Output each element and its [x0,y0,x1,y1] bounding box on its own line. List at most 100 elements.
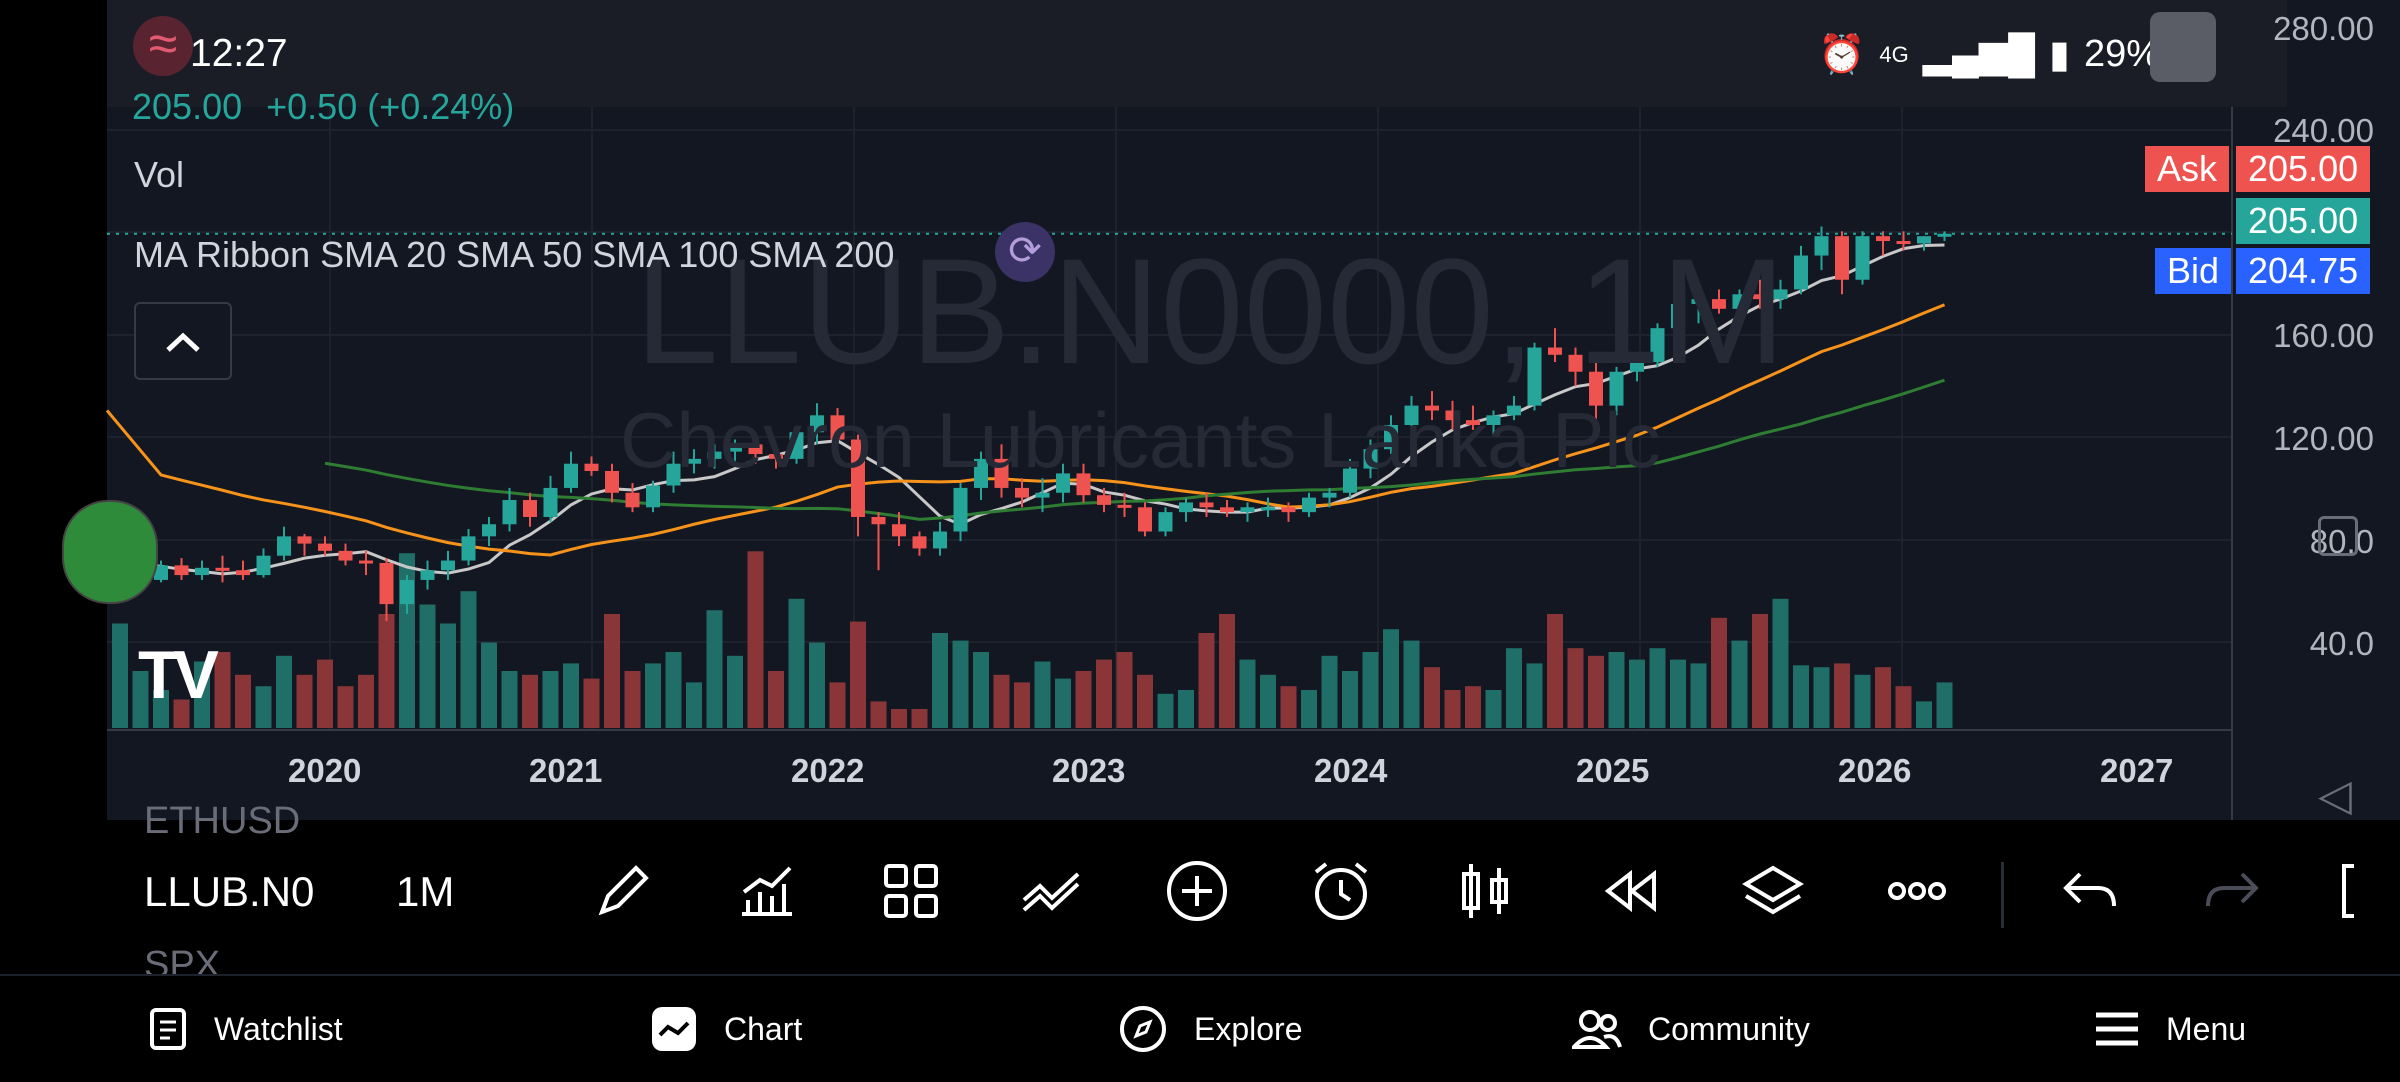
nav-menu[interactable]: Menu [2094,976,2246,1082]
status-bar [107,0,2287,107]
candle-body [1404,405,1419,425]
redo-icon[interactable] [2198,856,2268,926]
volume-bar [1383,629,1399,728]
back-triangle-icon[interactable]: ◁ [2318,771,2352,820]
candle-body [769,454,783,459]
candle-body [933,531,947,549]
volume-bar [1670,659,1686,728]
candle-body [1138,507,1152,532]
volume-bar [1506,648,1522,728]
volume-bar [1895,686,1912,728]
volume-bar [1547,614,1563,728]
volume-bar [1567,648,1584,728]
candle-body [830,415,845,440]
refresh-icon[interactable]: ⟳ [995,222,1055,282]
candle-body [666,463,681,486]
volume-bar [481,642,497,728]
candle-body [1548,347,1562,355]
collapse-button[interactable] [134,302,232,380]
candle-body [1322,492,1337,498]
candle-body [1486,415,1501,425]
nav-community[interactable]: Community [1572,976,1810,1082]
nav-menu-label: Menu [2166,1010,2247,1047]
last-price-tag: 205.00 [2236,198,2371,244]
candle-body [871,516,886,525]
price-chart[interactable] [0,0,2400,820]
price-label: 40.0 [2309,625,2374,662]
compass-icon [1120,1006,1166,1052]
candle-body [851,439,865,517]
volume-bar [132,671,149,728]
volume-bar [1219,614,1235,728]
volume-bar [1854,674,1871,728]
alarm-clock-icon[interactable] [1306,856,1376,926]
bid-label: Bid [2155,248,2232,294]
ma-ribbon-label[interactable]: MA Ribbon SMA 20 SMA 50 SMA 100 SMA 200 [134,234,895,275]
volume-bar [1485,690,1502,728]
volume-bar [891,709,907,728]
candle-body [1876,236,1890,242]
community-icon [1572,1010,1622,1049]
symbol-selector[interactable]: LLUB.N0 [144,868,315,915]
volume-bar [850,621,866,728]
volume-bar [276,655,292,728]
volume-bar [993,674,1010,728]
nav-chart-label: Chart [724,1010,803,1047]
replay-rewind-icon[interactable] [1594,856,1664,926]
screen-record-icon[interactable] [2150,12,2216,82]
candle-body [1076,473,1091,496]
candle-body [1691,299,1706,304]
watchlist-icon [150,1008,186,1050]
volume-bar [1772,598,1789,728]
candle-body [1794,255,1808,290]
square-icon[interactable] [2318,516,2358,556]
nav-watchlist[interactable]: Watchlist [148,976,343,1082]
candle-body [605,470,619,493]
volume-bar [460,591,477,728]
price-label: 240.00 [2273,112,2374,149]
candle-body [338,550,353,561]
volume-indicator-label[interactable]: Vol [134,154,185,195]
layers-icon[interactable] [1738,856,1808,926]
candle-body [461,536,476,561]
layout-grid-icon[interactable] [876,856,946,926]
undo-icon[interactable] [2054,856,2124,926]
compare-icon[interactable] [1018,856,1088,926]
volume-bar [153,690,169,728]
nav-explore[interactable]: Explore [1118,976,1303,1082]
candle-body [1363,449,1378,469]
volume-bar [1834,663,1850,728]
pencil-icon[interactable] [588,856,658,926]
candle-body [256,555,271,576]
bid-value: 204.75 [2236,248,2371,294]
candle-body [1630,362,1644,372]
candle-body [1015,487,1029,498]
candles-icon[interactable] [1450,856,1520,926]
candle-body [1445,410,1460,421]
volume-bar [1936,682,1953,728]
battery-level: 29% [2083,33,2160,75]
volume-bar [501,671,518,728]
volume-bar [1260,674,1276,728]
volume-bar [1649,648,1666,728]
floating-widget[interactable] [62,500,158,604]
candle-body [789,432,804,459]
nav-watchlist-label: Watchlist [214,1010,343,1047]
volume-bar [973,652,989,728]
timeframe-selector[interactable]: 1M [396,868,455,915]
volume-bar [1178,690,1194,728]
prev-symbol[interactable]: ETHUSD [144,800,301,842]
volume-bar [1752,614,1768,728]
nav-chart[interactable]: Chart [650,976,802,1082]
price-label: 120.00 [2273,420,2374,457]
candle-body [543,487,558,517]
volume-bar [522,674,538,728]
candle-body [1835,236,1849,280]
candle-body [1712,299,1726,309]
add-plus-icon[interactable] [1162,856,1232,926]
more-icon[interactable] [1882,856,1952,926]
fullscreen-icon[interactable] [2330,856,2400,926]
time-axis-label: 2025 [1576,752,1650,789]
quote-change: +0.50 (+0.24%) [266,86,515,127]
indicators-icon[interactable] [732,856,802,926]
